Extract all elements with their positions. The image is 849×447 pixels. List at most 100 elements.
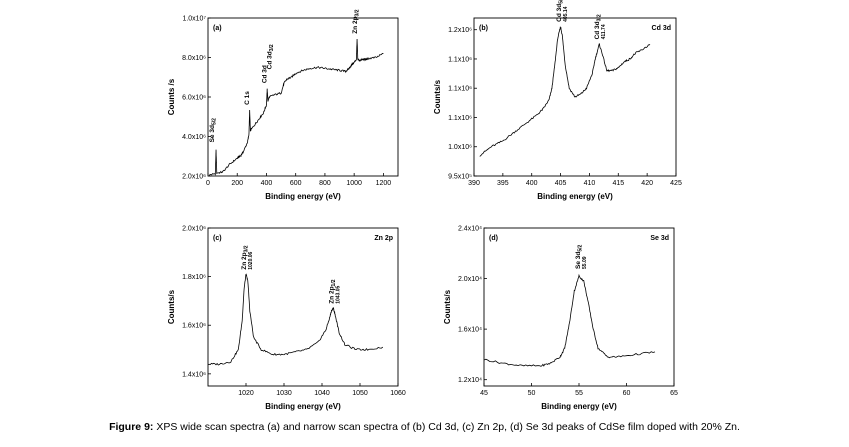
- y-axis-label: Counts/s: [167, 289, 176, 324]
- data-point: [356, 349, 357, 350]
- data-point: [246, 274, 247, 275]
- panel-label: (c): [213, 235, 222, 242]
- data-point: [259, 118, 260, 119]
- x-axis-label: Binding energy (eV): [265, 402, 341, 411]
- data-point: [552, 88, 553, 89]
- data-point: [562, 35, 563, 36]
- data-point: [281, 93, 282, 94]
- data-point: [249, 134, 250, 135]
- data-point: [641, 50, 642, 51]
- x-tick-label: 425: [670, 180, 682, 187]
- x-tick-label: 395: [497, 180, 509, 187]
- x-tick-label: 415: [612, 180, 624, 187]
- y-tick-label: 8.0x10⁶: [182, 55, 206, 62]
- peak-annotation-sub: 3/2: [355, 9, 361, 16]
- x-tick-label: 600: [290, 180, 302, 187]
- data-point: [624, 61, 625, 62]
- data-point: [543, 108, 544, 109]
- panel-a-wide-scan: 0 200 400 600 800 1000 1200 2.0x10⁶ 4.0x10⁶ 6.0x1…: [167, 9, 399, 201]
- peak-value: 405.14: [563, 6, 569, 22]
- data-point: [339, 70, 340, 71]
- data-point: [479, 155, 480, 156]
- data-point: [565, 64, 566, 65]
- data-point: [273, 95, 274, 96]
- data-point: [354, 62, 355, 63]
- data-point: [564, 348, 565, 349]
- data-point: [503, 363, 504, 364]
- y-tick-label: 4.0x10⁶: [182, 134, 206, 141]
- data-point: [253, 337, 254, 338]
- data-point: [331, 310, 332, 311]
- peak-annotation: Zn 2p3/2: [241, 245, 250, 270]
- spectrum-line-c: [208, 273, 384, 366]
- data-point: [655, 351, 656, 352]
- y-tick-label: 1.1x10⁶: [448, 56, 472, 63]
- plot-frame-c: [207, 227, 399, 387]
- data-point: [598, 348, 599, 349]
- data-point: [215, 173, 216, 174]
- y-tick-label: 1.4x10⁶: [182, 371, 206, 378]
- panel-label: (d): [489, 235, 498, 242]
- caption-text: XPS wide scan spectra (a) and narrow sca…: [156, 421, 740, 433]
- data-point: [261, 349, 262, 350]
- data-point: [222, 172, 223, 173]
- data-point: [335, 315, 336, 316]
- data-point: [491, 146, 492, 147]
- y-tick-label: 1.2x10⁴: [458, 377, 482, 384]
- x-tick-label: 1030: [276, 390, 292, 397]
- data-point: [284, 83, 285, 84]
- data-point: [560, 357, 561, 358]
- data-point: [208, 364, 209, 365]
- data-point: [209, 175, 210, 176]
- x-tick-label: 1040: [314, 390, 330, 397]
- data-point: [243, 152, 244, 153]
- data-point: [237, 158, 238, 159]
- panel-c-zn2p: 1020 1030 1040 1050 1060 1.4x10⁶ 1.6x10⁶ 1.8x10…: [167, 226, 406, 412]
- data-point: [254, 124, 255, 125]
- data-point: [263, 112, 264, 113]
- data-point: [383, 53, 384, 54]
- panel-b-cd3d: 390 395 400 405 410 415 420 425 9.5x10⁵ 1.0x10⁶ 1.…: [433, 0, 682, 201]
- x-tick-label: 420: [641, 180, 653, 187]
- data-point: [607, 357, 608, 358]
- data-point: [303, 70, 304, 71]
- peak-annotation-sub: 5/2: [559, 0, 565, 4]
- x-tick-label: 45: [480, 390, 488, 397]
- y-axis-label: Counts/s: [433, 79, 442, 114]
- x-axis-label: Binding energy (eV): [537, 192, 613, 201]
- data-point: [502, 140, 503, 141]
- data-point: [382, 347, 383, 348]
- data-point: [351, 65, 352, 66]
- data-point: [216, 173, 217, 174]
- panel-label: (b): [479, 25, 488, 32]
- data-point: [650, 44, 651, 45]
- data-point: [295, 73, 296, 74]
- data-point: [629, 59, 630, 60]
- data-point: [617, 357, 618, 358]
- spectrum-line-b: [479, 26, 651, 157]
- data-point: [333, 308, 334, 309]
- peak-annotation: Cd 3d5/2: [556, 0, 565, 22]
- panel-label: (a): [213, 25, 222, 32]
- y-tick-label: 9.5x10⁵: [448, 174, 472, 181]
- spectrum-line-d: [484, 273, 656, 367]
- y-tick-label: 1.2x10⁶: [448, 27, 472, 34]
- data-point: [306, 349, 307, 350]
- data-point: [247, 142, 248, 143]
- data-point: [240, 156, 241, 157]
- x-tick-label: 1060: [390, 390, 406, 397]
- data-point: [557, 38, 558, 39]
- data-point: [575, 97, 576, 98]
- y-axis-label: Counts /s: [167, 78, 176, 115]
- peak-annotation: Cd 3d: [261, 65, 268, 83]
- data-point: [248, 281, 249, 282]
- peak-annotation: Se 3d5/2: [575, 244, 584, 269]
- peak-annotation-sub: 3/2: [244, 245, 250, 252]
- data-point: [636, 354, 637, 355]
- data-point: [272, 354, 273, 355]
- data-point: [356, 59, 357, 60]
- data-point: [599, 44, 600, 45]
- x-tick-label: 55: [575, 390, 583, 397]
- figure-caption: Figure 9: XPS wide scan spectra (a) and …: [0, 421, 849, 433]
- y-axis-label: Counts/s: [443, 289, 452, 324]
